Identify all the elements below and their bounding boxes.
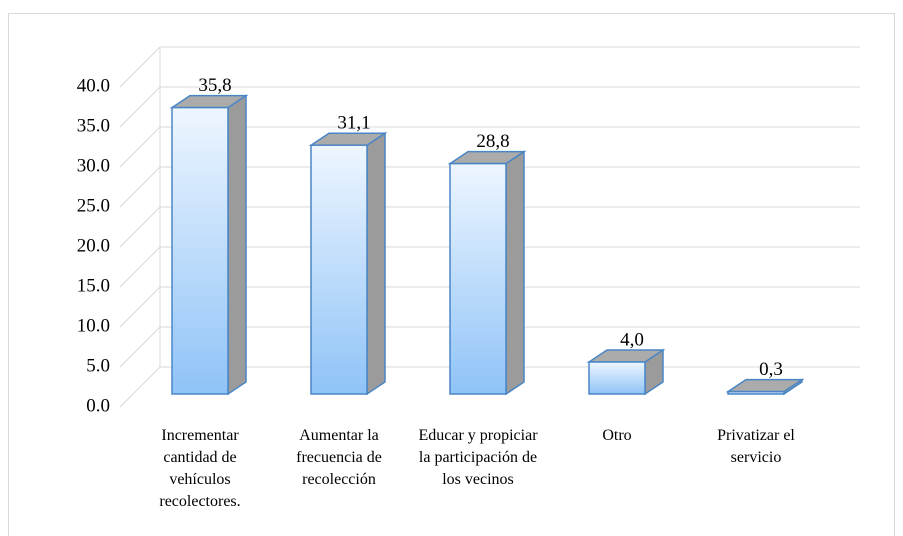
y-tick-label: 0.0 (86, 395, 110, 416)
bar (588, 361, 646, 395)
grid-line-side (119, 326, 161, 368)
y-tick-label: 25.0 (77, 195, 110, 216)
y-tick-label: 10.0 (77, 315, 110, 336)
value-label: 35,8 (198, 75, 231, 96)
y-tick-label: 5.0 (86, 355, 110, 376)
y-tick-label: 40.0 (77, 75, 110, 96)
value-label: 28,8 (476, 131, 509, 152)
y-tick-label: 35.0 (77, 115, 110, 136)
x-tick-label: Aumentar la frecuencia de recolección (296, 427, 382, 488)
x-tick-label: Privatizar el servicio (717, 427, 795, 466)
bar (310, 144, 368, 395)
value-label: 31,1 (337, 113, 370, 134)
grid-line-side (119, 246, 161, 288)
grid-line-side (119, 286, 161, 328)
grid-line-side (119, 366, 161, 408)
bar (727, 390, 785, 395)
x-tick-label: Otro (602, 427, 632, 444)
y-tick-label: 20.0 (77, 235, 110, 256)
grid-line-side (119, 46, 161, 88)
frame (8, 13, 895, 536)
y-tick-label: 15.0 (77, 275, 110, 296)
x-tick-label: Incrementar cantidad de vehículos recole… (159, 427, 241, 510)
value-label: 4,0 (620, 329, 644, 350)
grid-line-side (119, 166, 161, 208)
y-tick-label: 30.0 (77, 155, 110, 176)
bar (171, 106, 229, 395)
value-label: 0,3 (759, 359, 783, 380)
bar-side (227, 94, 247, 396)
grid-line-side (119, 206, 161, 248)
bar-side (505, 150, 525, 396)
bar-side (366, 131, 386, 396)
grid-line-side (119, 86, 161, 128)
x-tick-label: Educar y propiciar la participación de l… (418, 427, 538, 488)
bar (449, 162, 507, 395)
grid-line-side (119, 126, 161, 168)
